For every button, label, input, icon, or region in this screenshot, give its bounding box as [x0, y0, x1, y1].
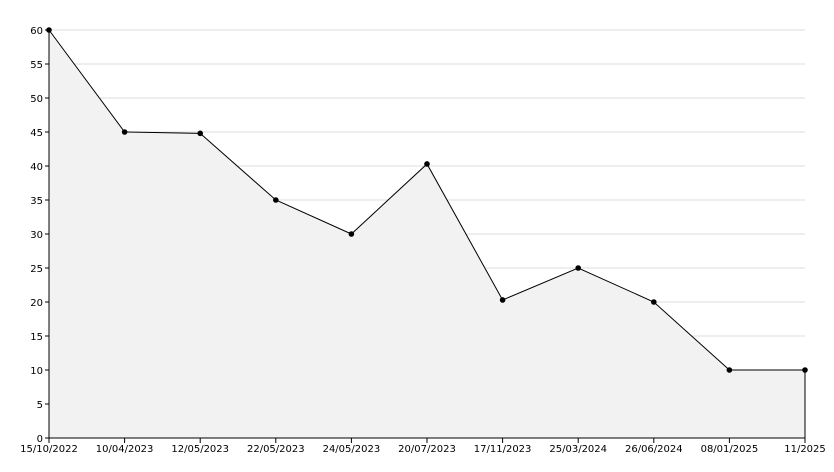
- y-tick-label: 5: [37, 400, 43, 411]
- y-tick-label: 15: [30, 332, 43, 343]
- y-tick-label: 20: [30, 298, 43, 309]
- data-point: [726, 367, 733, 373]
- data-point: [499, 297, 506, 303]
- area-fill: [49, 30, 805, 438]
- x-tick-label: 08/01/2025: [701, 444, 759, 455]
- data-point: [651, 299, 657, 305]
- y-tick-label: 60: [30, 26, 43, 37]
- y-tick-label: 30: [30, 230, 43, 241]
- y-tick-label: 45: [30, 128, 43, 139]
- x-tick-label: 15/10/2022: [20, 444, 78, 455]
- data-point: [273, 197, 279, 203]
- y-tick-label: 55: [30, 60, 43, 71]
- data-point: [121, 129, 128, 135]
- y-tick-label: 25: [30, 264, 43, 275]
- data-point: [424, 161, 430, 167]
- x-tick-label: 25/03/2024: [549, 444, 607, 455]
- x-tick-label: 17/11/2023: [474, 444, 532, 455]
- x-tick-label: 22/05/2023: [247, 444, 305, 455]
- x-tick-label: 20/07/2023: [398, 444, 456, 455]
- data-point: [46, 27, 52, 33]
- x-tick-label: 11/2025: [784, 444, 826, 455]
- y-tick-label: 40: [30, 162, 43, 173]
- y-tick-label: 10: [30, 366, 43, 377]
- x-tick-label: 26/06/2024: [625, 444, 683, 455]
- data-point: [575, 265, 581, 271]
- data-point: [348, 231, 355, 237]
- data-point: [197, 130, 203, 137]
- x-tick-label: 12/05/2023: [171, 444, 229, 455]
- y-tick-label: 35: [30, 196, 43, 207]
- y-tick-label: 0: [37, 434, 43, 445]
- data-point: [802, 367, 808, 373]
- x-tick-label: 24/05/2023: [323, 444, 381, 455]
- y-tick-label: 50: [30, 94, 43, 105]
- x-tick-label: 10/04/2023: [96, 444, 154, 455]
